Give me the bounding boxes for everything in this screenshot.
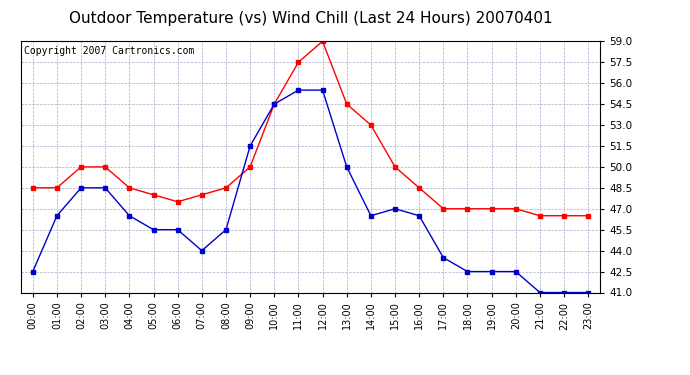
Text: Copyright 2007 Cartronics.com: Copyright 2007 Cartronics.com bbox=[23, 46, 194, 56]
Text: Outdoor Temperature (vs) Wind Chill (Last 24 Hours) 20070401: Outdoor Temperature (vs) Wind Chill (Las… bbox=[69, 11, 552, 26]
